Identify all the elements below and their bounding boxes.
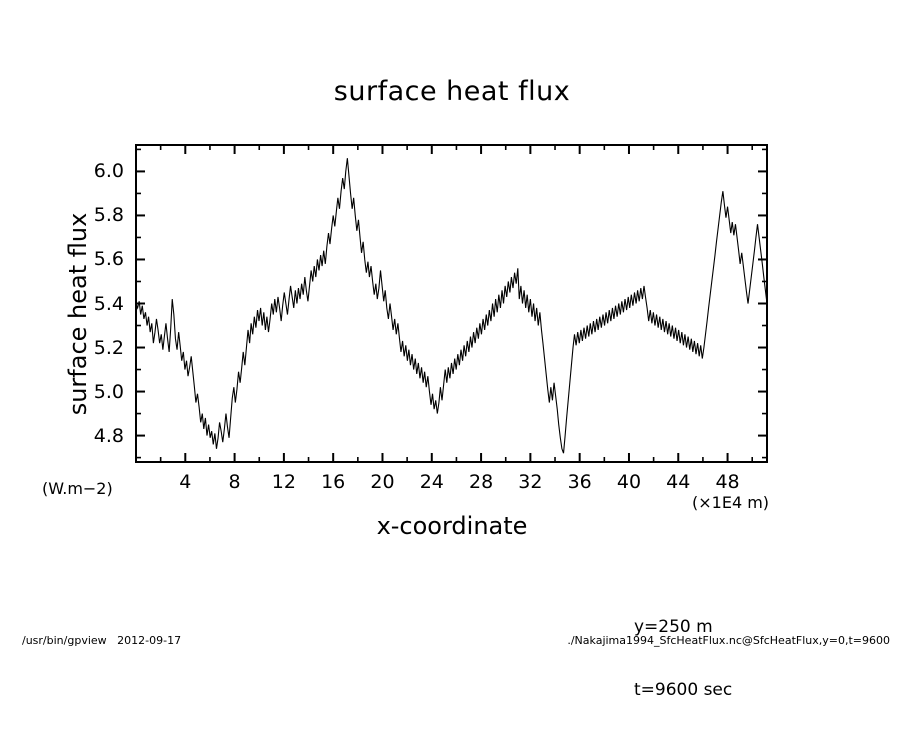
annotation-t-line: t=9600 sec	[634, 680, 733, 700]
y-tick-label: 6.0	[93, 160, 124, 183]
footer-command-and-date: /usr/bin/gpview 2012-09-17	[22, 634, 182, 647]
x-tick-label: 16	[321, 471, 346, 493]
x-tick-label: 20	[370, 471, 395, 493]
footer-datasource: ./Nakajima1994_SfcHeatFlux.nc@SfcHeatFlu…	[567, 634, 890, 647]
plot-area	[135, 144, 768, 463]
x-axis-unit-label: (×1E4 m)	[692, 493, 770, 512]
x-tick-label: 8	[228, 471, 241, 493]
x-tick-label: 40	[616, 471, 642, 493]
y-tick-label: 5.4	[93, 292, 124, 315]
plot-canvas: surface heat flux surface heat flux x-co…	[0, 0, 890, 700]
x-tick-label: 48	[715, 471, 740, 493]
y-tick-label: 5.0	[93, 380, 124, 403]
y-axis-tick-labels: 4.8 5.0 5.2 5.4 5.6 5.8 6.0	[0, 0, 140, 654]
x-tick-label: 24	[419, 471, 444, 493]
x-tick-label: 12	[271, 471, 296, 493]
x-tick-label: 32	[518, 471, 543, 493]
y-tick-label: 5.8	[93, 204, 124, 227]
data-series-line	[135, 158, 768, 454]
x-axis-tick-labels: 4 8 12 16 20 24 28 32 36 40 44 48	[179, 471, 740, 493]
data-series-group	[135, 158, 768, 454]
y-axis-unit-label: (W.m−2)	[42, 479, 113, 498]
x-tick-label: 28	[468, 471, 494, 493]
annotation-y-line: y=250 m	[634, 617, 713, 637]
x-tick-label: 36	[567, 471, 592, 493]
y-tick-label: 4.8	[93, 424, 124, 447]
x-tick-label: 44	[666, 471, 691, 493]
x-tick-label: 4	[179, 471, 192, 493]
x-axis-title: x-coordinate	[376, 512, 528, 540]
page-title: surface heat flux	[333, 76, 571, 107]
y-tick-label: 5.2	[93, 336, 124, 359]
annotation-block: y=250 m t=9600 sec	[634, 575, 732, 743]
y-tick-label: 5.6	[93, 248, 124, 271]
